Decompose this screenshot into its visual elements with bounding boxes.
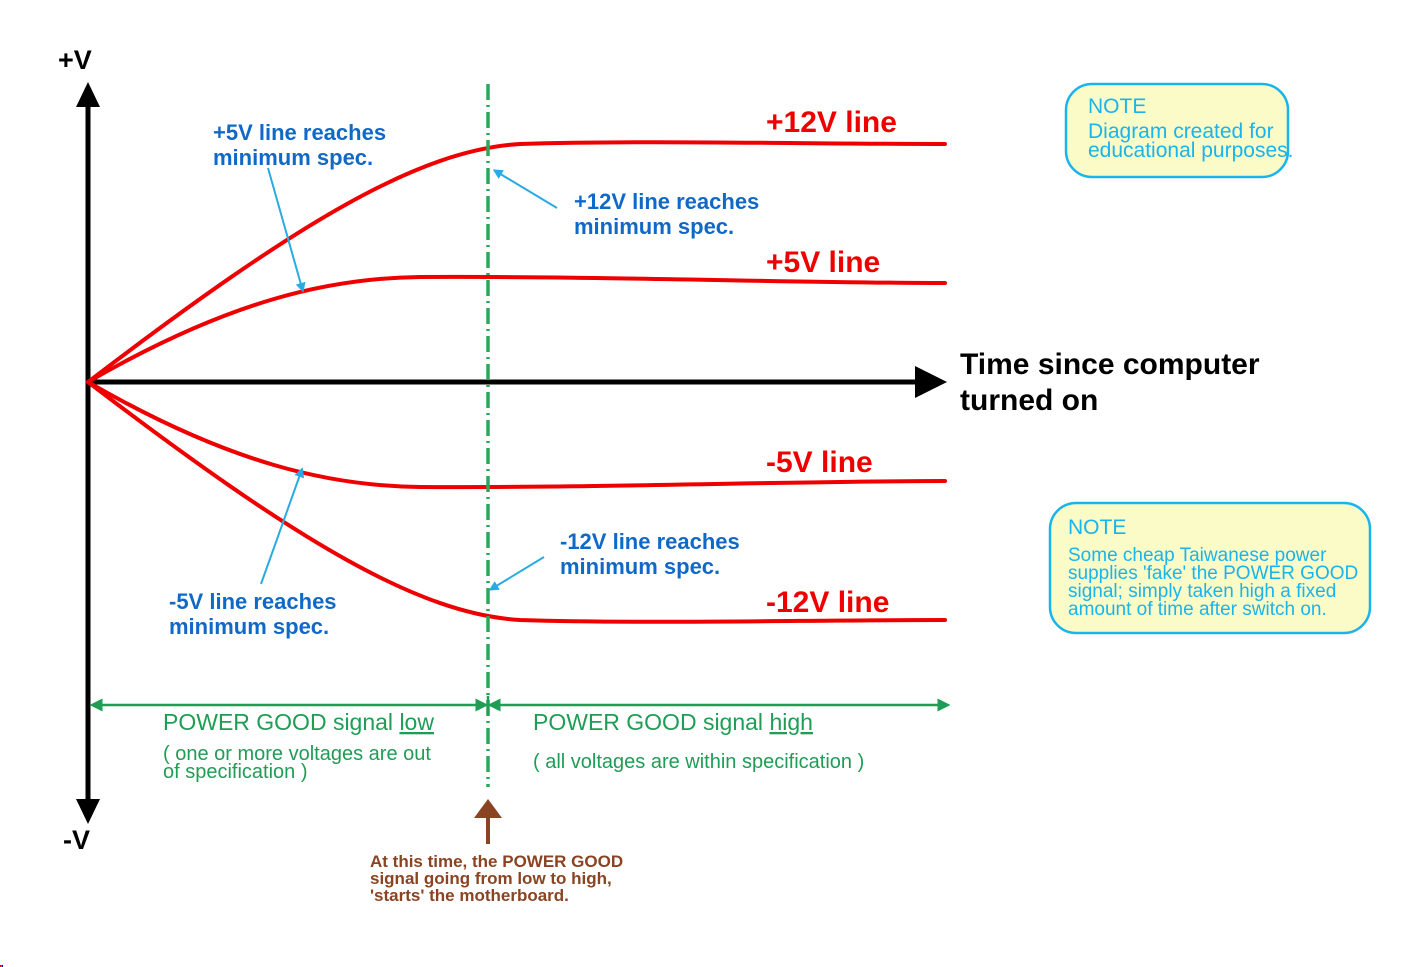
svg-text:-V: -V: [63, 825, 90, 855]
svg-text:+5V line reaches: +5V line reaches: [213, 120, 386, 145]
svg-text:POWER GOOD signal low: POWER GOOD signal low: [163, 709, 434, 735]
svg-text:Time since computer: Time since computer: [960, 348, 1260, 381]
svg-text:+12V line reaches: +12V line reaches: [574, 189, 759, 214]
svg-text:POWER GOOD signal high: POWER GOOD signal high: [533, 709, 813, 735]
svg-text:+V: +V: [58, 45, 92, 75]
svg-text:'starts' the motherboard.: 'starts' the motherboard.: [370, 886, 569, 905]
svg-text:-5V line: -5V line: [766, 446, 873, 479]
svg-text:-12V line: -12V line: [766, 586, 889, 619]
svg-text:NOTE: NOTE: [1068, 516, 1126, 539]
svg-text:minimum spec.: minimum spec.: [560, 554, 720, 579]
svg-text:turned on: turned on: [960, 384, 1098, 417]
svg-text:of specification ): of specification ): [163, 761, 308, 783]
svg-text:amount of time after switch on: amount of time after switch on.: [1068, 599, 1327, 620]
svg-text:( all voltages are within spec: ( all voltages are within specification …: [533, 751, 864, 773]
svg-text:+5V line: +5V line: [766, 246, 880, 279]
svg-text:minimum spec.: minimum spec.: [169, 614, 329, 639]
svg-text:educational purposes.: educational purposes.: [1088, 139, 1293, 162]
svg-text:-12V line reaches: -12V line reaches: [560, 529, 740, 554]
svg-text:-5V line reaches: -5V line reaches: [169, 589, 337, 614]
svg-text:minimum spec.: minimum spec.: [213, 145, 373, 170]
svg-text:NOTE: NOTE: [1088, 95, 1146, 118]
svg-text:minimum spec.: minimum spec.: [574, 214, 734, 239]
svg-text:+12V line: +12V line: [766, 106, 897, 139]
